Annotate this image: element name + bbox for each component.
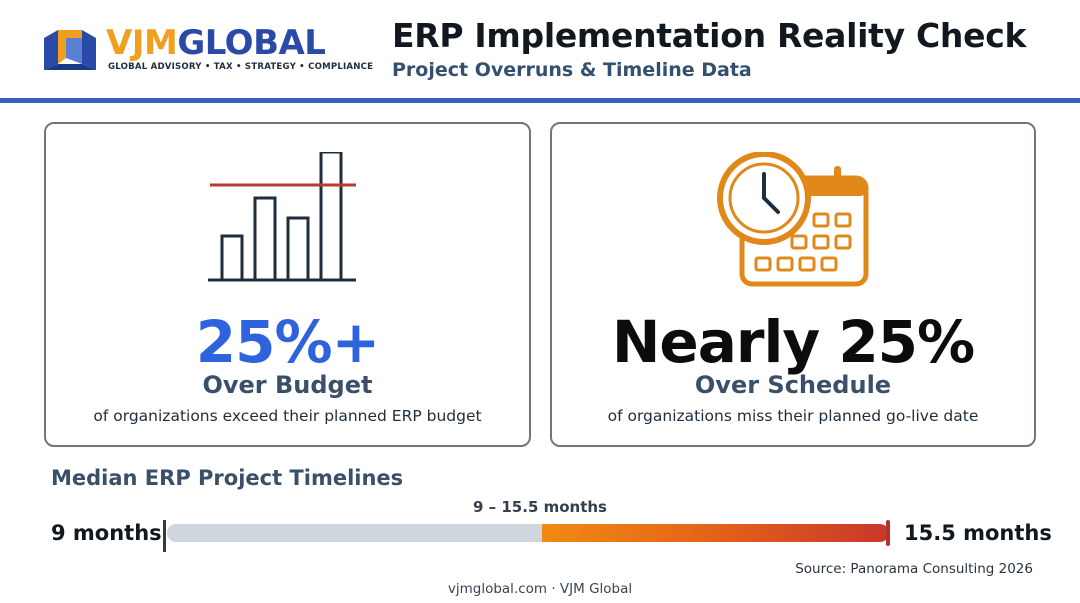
clock-calendar-icon xyxy=(717,152,869,287)
bar-chart-over-line-icon xyxy=(208,152,356,282)
budget-stat: 25%+ xyxy=(195,308,380,376)
timeline-bar xyxy=(167,524,889,542)
schedule-stat: Nearly 25% xyxy=(611,308,975,376)
source-citation: Source: Panorama Consulting 2026 xyxy=(795,561,1033,577)
timeline-heading: Median ERP Project Timelines xyxy=(51,466,404,490)
brand-tagline: GLOBAL ADVISORY • TAX • STRATEGY • COMPL… xyxy=(108,62,374,72)
timeline-min-label: 9 months xyxy=(51,521,162,545)
schedule-heading: Over Schedule xyxy=(694,371,892,399)
budget-heading: Over Budget xyxy=(202,371,373,399)
schedule-description: of organizations miss their planned go-l… xyxy=(607,407,979,425)
budget-description: of organizations exceed their planned ER… xyxy=(93,407,482,425)
brand-wordmark: VJMGLOBAL xyxy=(106,23,326,63)
timeline-range-label: 9 – 15.5 months xyxy=(472,498,607,516)
header-divider xyxy=(0,98,1080,103)
footer-credit[interactable]: vjmglobal.com · VJM Global xyxy=(447,581,633,597)
header: VJMGLOBAL GLOBAL ADVISORY • TAX • STRATE… xyxy=(0,0,1080,100)
brand-logo[interactable]: VJMGLOBAL GLOBAL ADVISORY • TAX • STRATE… xyxy=(40,22,373,78)
stat-card-budget: 25%+ Over Budget of organizations exceed… xyxy=(44,122,531,447)
brand-mark-icon xyxy=(44,30,96,70)
stat-card-schedule: Nearly 25% Over Schedule of organization… xyxy=(550,122,1036,447)
timeline-end-cap xyxy=(886,520,890,546)
page-title: ERP Implementation Reality Check xyxy=(392,16,1027,55)
timeline-range-fill xyxy=(542,524,889,542)
page-subtitle: Project Overruns & Timeline Data xyxy=(392,59,752,81)
timeline-start-tick xyxy=(163,520,166,552)
timeline-max-label: 15.5 months xyxy=(904,521,1052,545)
